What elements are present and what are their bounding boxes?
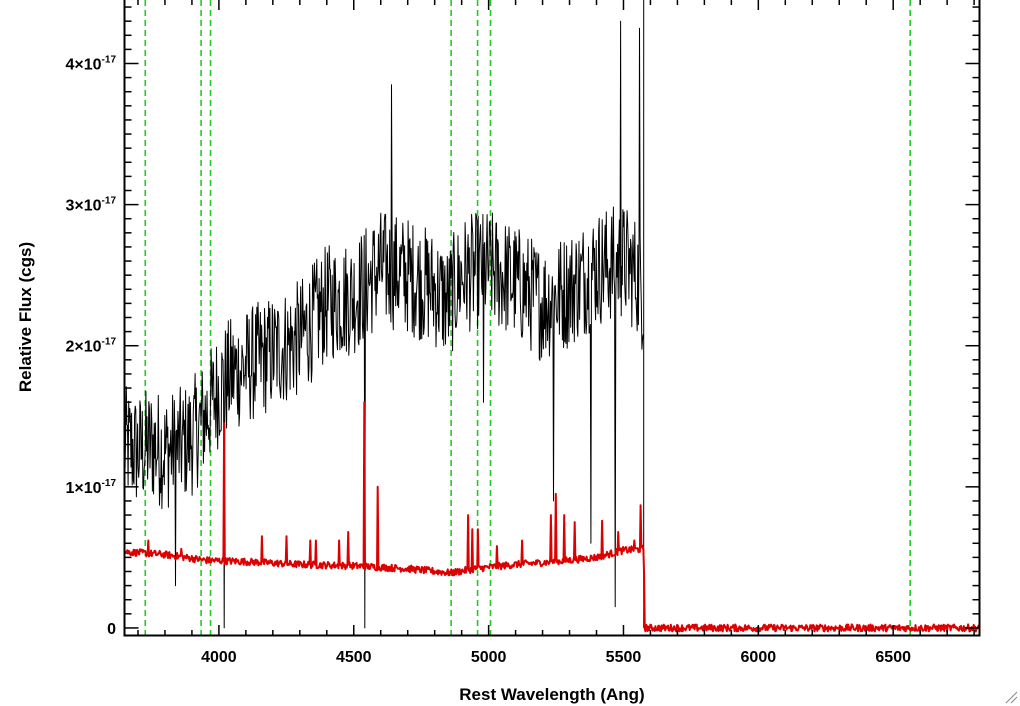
x-tick-label: 5500 xyxy=(606,649,642,666)
x-tick-label: 4000 xyxy=(201,649,237,666)
axis-ticks xyxy=(124,0,980,635)
y-tick-label: 2×10-17 xyxy=(66,337,117,356)
resize-grip-icon[interactable] xyxy=(1004,690,1018,704)
x-tick-label: 5000 xyxy=(471,649,507,666)
y-tick-label: 4×10-17 xyxy=(66,55,117,74)
x-axis-title: Rest Wavelength (Ang) xyxy=(459,685,644,704)
y-tick-base: 10 xyxy=(84,57,102,74)
spectrum-flux-line xyxy=(124,0,645,629)
y-tick-times: × xyxy=(74,57,83,74)
y-tick-times: × xyxy=(74,339,83,356)
y-tick-mant: 1 xyxy=(66,480,75,497)
x-tick-labels: 4000 4500 5000 5500 6000 6500 xyxy=(201,649,911,666)
series-layer xyxy=(123,0,981,633)
y-tick-mant: 2 xyxy=(66,339,75,356)
spectrum-error-line xyxy=(123,401,981,633)
x-tick-label: 6000 xyxy=(741,649,777,666)
y-tick-label: 3×10-17 xyxy=(66,196,117,215)
y-tick-exp: -17 xyxy=(102,55,117,66)
y-tick-times: × xyxy=(74,198,83,215)
x-tick-label: 6500 xyxy=(875,649,911,666)
y-tick-labels: 01×10-172×10-173×10-174×10-17 xyxy=(66,55,117,638)
y-tick-exp: -17 xyxy=(102,196,117,207)
y-tick-base: 10 xyxy=(84,339,102,356)
y-tick-mant: 4 xyxy=(66,57,75,74)
y-tick-mant: 0 xyxy=(107,621,116,638)
plot-frame xyxy=(123,0,981,637)
x-tick-label: 4500 xyxy=(336,649,372,666)
y-tick-exp: -17 xyxy=(102,478,117,489)
y-tick-mant: 3 xyxy=(66,198,75,215)
reference-lines xyxy=(144,0,911,635)
y-tick-base: 10 xyxy=(84,198,102,215)
y-axis-title: Relative Flux (cgs) xyxy=(16,242,35,392)
y-tick-label: 1×10-17 xyxy=(66,478,117,497)
y-tick-times: × xyxy=(74,480,83,497)
y-tick-exp: -17 xyxy=(102,337,117,348)
y-tick-base: 10 xyxy=(84,480,102,497)
y-tick-label: 0 xyxy=(107,621,116,638)
